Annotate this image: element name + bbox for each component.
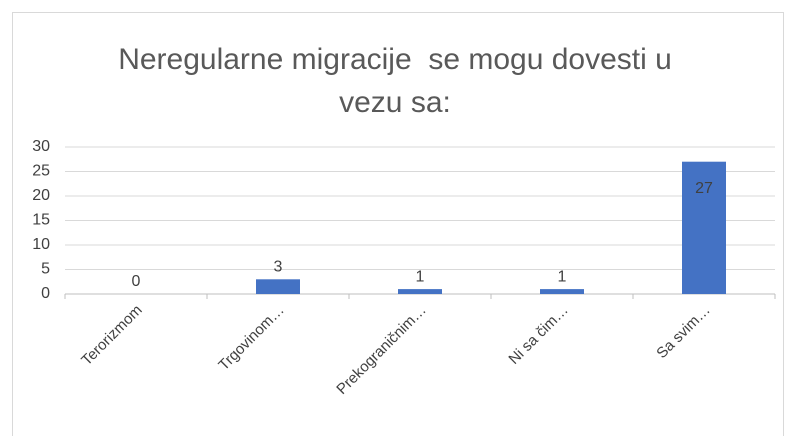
data-label: 3 — [274, 259, 283, 276]
bar — [682, 161, 726, 294]
y-tick-label: 15 — [32, 212, 50, 229]
y-tick-label: 25 — [32, 163, 50, 180]
bar — [256, 279, 300, 294]
x-tick-label: Terorizmom — [78, 302, 145, 369]
chart-frame — [12, 12, 784, 436]
y-tick-label: 20 — [32, 187, 50, 204]
x-tick-label: Trgovinom… — [215, 302, 287, 374]
y-tick-label: 5 — [41, 261, 50, 278]
x-tick-label: Ni sa čim… — [505, 302, 571, 368]
data-label: 1 — [416, 268, 425, 285]
chart-title: Neregularne migracije se mogu dovesti u … — [118, 43, 681, 119]
data-label: 1 — [558, 268, 567, 285]
y-tick-label: 30 — [32, 138, 50, 155]
x-tick-label: Sa svim… — [653, 302, 713, 362]
bar — [398, 289, 442, 294]
y-tick-label: 0 — [41, 285, 50, 302]
bar — [540, 289, 584, 294]
x-tick-label: Prekograničnim… — [333, 302, 429, 398]
data-label: 0 — [132, 273, 141, 290]
data-label: 27 — [695, 180, 713, 197]
y-tick-label: 10 — [32, 236, 50, 253]
